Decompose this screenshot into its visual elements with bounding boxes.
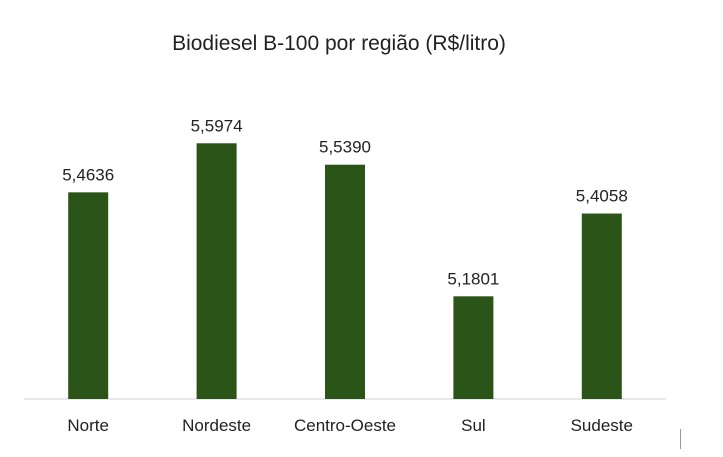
category-label: Norte xyxy=(67,416,109,435)
category-label: Sudeste xyxy=(571,416,633,435)
bar-group xyxy=(68,143,622,399)
bar-sul xyxy=(453,296,494,399)
category-label: Centro-Oeste xyxy=(294,416,396,435)
data-label-group: 5,4636 5,5974 5,5390 5,1801 5,4058 xyxy=(62,116,628,288)
category-label-group: Norte Nordeste Centro-Oeste Sul Sudeste xyxy=(67,416,633,435)
category-label: Nordeste xyxy=(182,416,251,435)
data-label: 5,4636 xyxy=(62,165,114,184)
data-label: 5,5390 xyxy=(319,138,371,157)
divider-mark xyxy=(680,429,681,449)
chart-title: Biodiesel B-100 por região (R$/litro) xyxy=(172,32,506,55)
data-label: 5,4058 xyxy=(576,187,628,206)
bar-norte xyxy=(68,192,109,399)
category-label: Sul xyxy=(461,416,486,435)
bar-nordeste xyxy=(196,143,237,399)
data-label: 5,5974 xyxy=(191,116,243,135)
data-label: 5,1801 xyxy=(447,269,499,288)
bar-sudeste xyxy=(581,213,622,399)
bar-centro-oeste xyxy=(325,164,365,399)
